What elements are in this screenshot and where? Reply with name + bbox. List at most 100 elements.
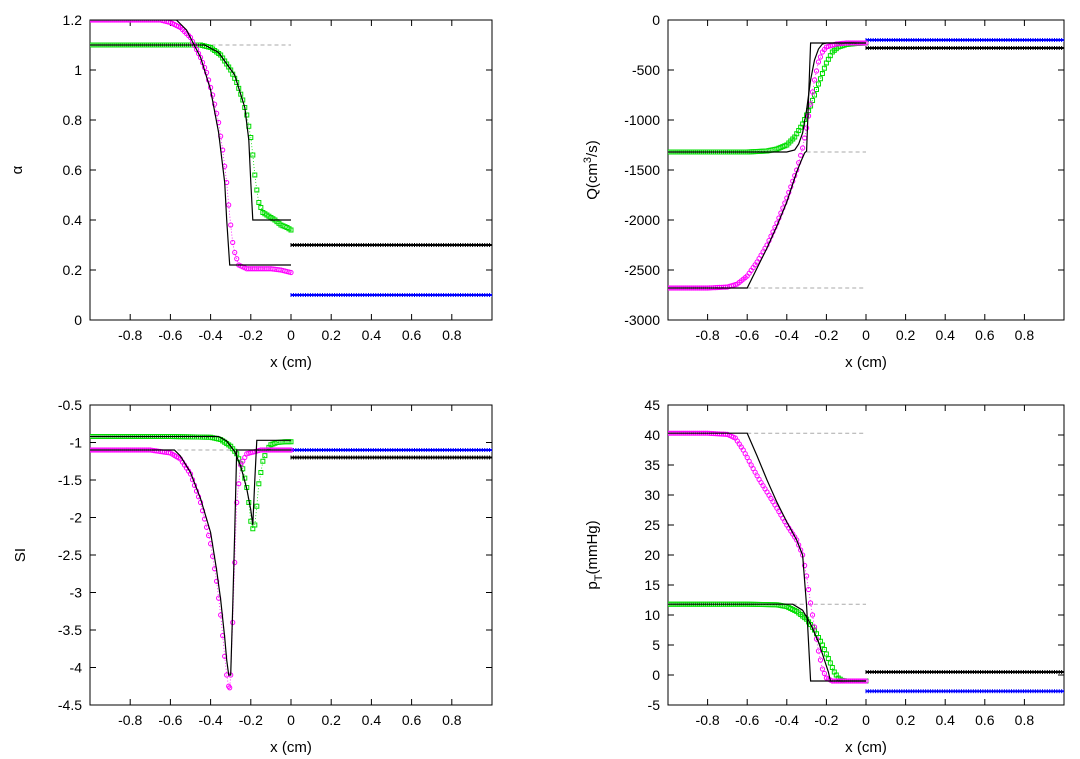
y-tick-label: 1.2 [63,12,83,28]
series-line [90,20,292,273]
plot-frame [667,404,1065,706]
x-tick-label: -0.4 [775,712,799,728]
y-axis-label: pT(mmHg) [584,520,605,589]
data-point [809,89,816,95]
x-tick-label: -0.4 [775,327,799,343]
y-tick-label: -1500 [624,162,660,178]
data-point [147,20,153,23]
x-tick-label: -0.8 [696,712,720,728]
x-tick-label: -0.4 [199,712,223,728]
x-tick-label: -0.8 [118,712,142,728]
x-tick-label: 0.8 [1015,327,1035,343]
data-point [234,499,240,506]
x-axis-label: x (cm) [270,739,312,756]
y-tick-label: 35 [644,457,660,473]
x-tick-label: 0.6 [402,327,422,343]
y-tick-label: 5 [652,637,660,653]
data-point [804,125,810,131]
x-axis-label: x (cm) [845,739,887,756]
x-tick-label: 0.6 [975,327,995,343]
data-point [232,559,238,566]
series-line [668,42,866,289]
series-exact-1 [90,20,291,266]
series-right-state-black [290,243,492,247]
y-tick-label: 0.2 [63,262,83,278]
data-point [90,20,93,23]
data-point [135,20,141,23]
x-tick-label: 0 [862,327,870,343]
y-tick-label: 0 [652,667,660,683]
data-point [90,20,95,23]
data-point [121,20,127,23]
series-line [668,603,866,682]
series-line [90,20,291,266]
y-axis-label-subscript: T [593,574,605,581]
x-tick-label: 0.4 [935,327,955,343]
data-point [236,481,242,487]
data-point [155,20,161,23]
data-point [189,38,196,45]
series-line [90,44,291,221]
data-point [91,20,97,23]
data-point [821,65,827,71]
data-point [226,202,232,208]
data-point [115,20,121,23]
series-exact-1 [90,449,291,676]
data-point [815,648,822,654]
data-point [95,20,101,23]
plot-area [90,20,492,297]
data-point [125,20,131,23]
x-tick-label: -0.8 [696,327,720,343]
data-point [143,20,149,23]
x-tick-label: 0.4 [362,327,382,343]
data-point [817,657,824,663]
y-tick-label: 30 [644,487,660,503]
y-tick-label: -3.5 [58,622,82,638]
data-point [815,81,821,87]
data-point [131,20,137,23]
data-point [809,612,816,618]
x-tick-label: 0.2 [321,712,341,728]
y-tick-label: -0.5 [58,397,82,413]
data-point [250,152,256,158]
y-tick-label: -1.5 [58,472,82,488]
x-tick-label: -0.2 [239,327,263,343]
y-tick-label: -1 [70,435,83,451]
data-point [800,145,806,151]
series-right-state-black [290,455,492,460]
x-tick-label: -0.6 [735,712,759,728]
series-line [668,42,866,153]
panel-pT: -0.8 -0.6 -0.4 -0.2 0 0.2 0.4 0.6 0.8 -5 0 5 10 15 20 2… [584,397,1065,756]
data-point [815,59,822,65]
series-exact-1 [668,42,866,289]
y-tick-label: 1 [74,62,82,78]
data-point [240,466,246,472]
data-point [811,77,818,83]
series-right-state-blue [290,448,492,452]
data-point [227,685,233,691]
data-point [101,20,107,23]
data-point [153,20,159,23]
data-point [99,20,105,23]
y-tick-label: -2 [70,510,83,526]
y-tick-label: 0 [74,312,82,328]
data-point [197,54,204,61]
series-exact-2 [90,435,291,526]
y-tick-label: -3 [70,585,83,601]
series-exact-2 [90,44,291,221]
data-point [794,537,800,543]
y-tick-label: 0.6 [63,162,83,178]
data-point [256,481,262,487]
data-point [129,20,135,23]
y-axis-label-main: α [9,165,26,174]
x-tick-label: -0.2 [814,327,838,343]
series-exact-2 [668,603,866,682]
y-tick-label: 40 [644,427,660,443]
y-axis-label-tail: (mmHg) [584,520,601,574]
data-point [103,20,109,23]
plot-area [668,430,1064,694]
y-axis-label-main: SI [12,548,29,562]
plot-area [90,434,492,691]
x-tick-label: 0.4 [935,712,955,728]
